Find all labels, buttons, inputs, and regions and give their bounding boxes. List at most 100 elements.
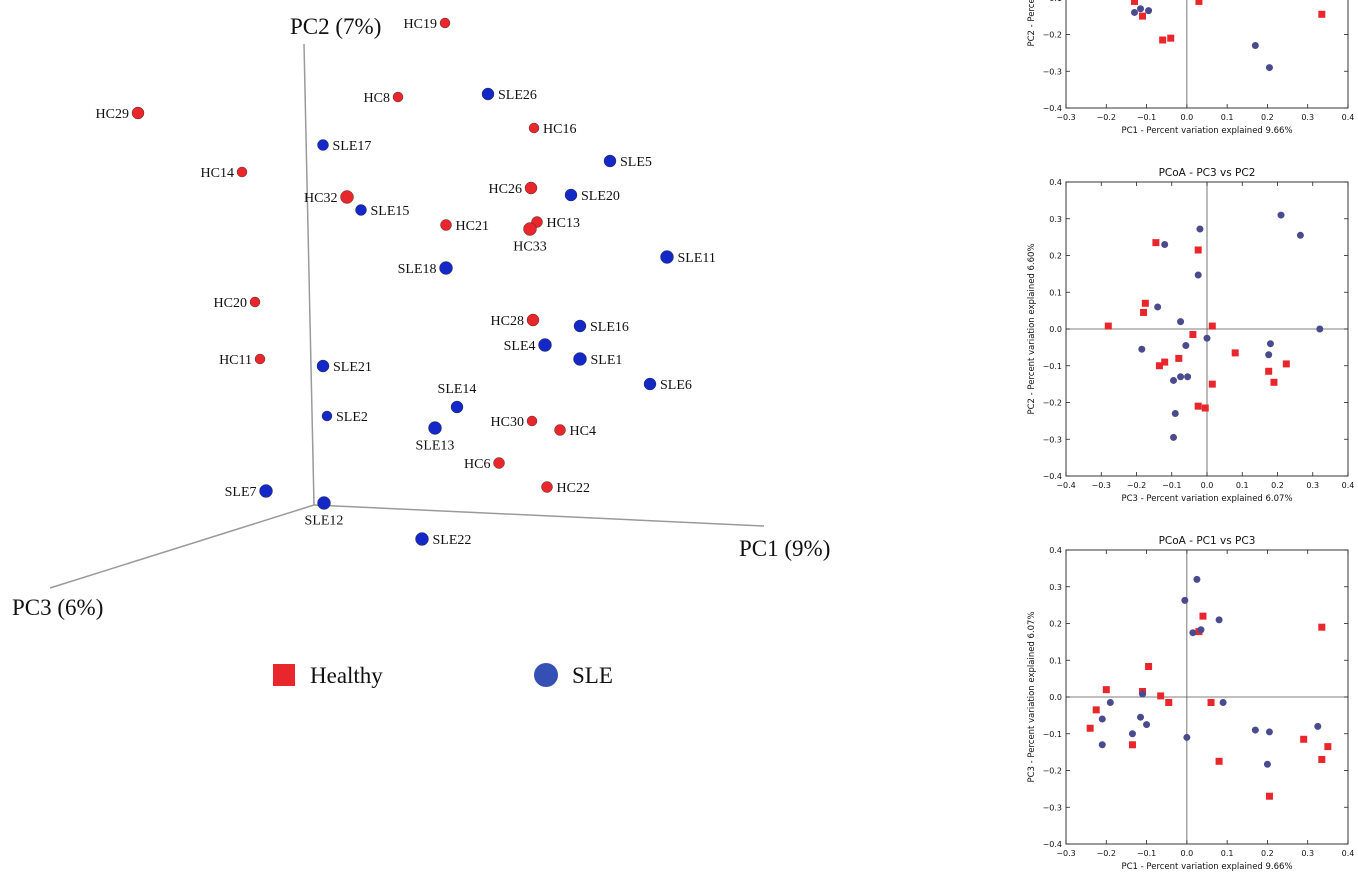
point-marker [660, 250, 674, 264]
pcoa-pc1-vs-pc3-chart: PCoA - PC1 vs PC3 −0.3 −0.2 −0.1 0.0 0.1 0.2 0.… [1027, 535, 1355, 872]
x-tick-label: −0.3 [1092, 481, 1111, 490]
x-tick-label: −0.2 [1097, 113, 1116, 122]
sle-point [1184, 373, 1192, 381]
sle-point [1138, 345, 1146, 353]
data-point: HC32 [304, 190, 354, 206]
point-label: HC13 [547, 216, 580, 231]
point-marker [236, 166, 248, 178]
pcoa-3d-plot: PC2 (7%) PC1 (9%) PC3 (6%) HC19 HC29 HC8 SL… [12, 14, 830, 688]
point-label: SLE14 [438, 382, 477, 397]
data-point: SLE7 [225, 484, 273, 500]
point-marker [493, 457, 505, 469]
point-marker [541, 481, 553, 493]
sle-point [1170, 433, 1178, 441]
point-marker [481, 87, 495, 101]
sle-point [1196, 225, 1204, 233]
x-tick-label: −0.3 [1056, 113, 1075, 122]
point-label: HC16 [543, 122, 576, 137]
data-point: HC33 [513, 222, 547, 255]
sle-point [1215, 616, 1223, 624]
point-label: SLE13 [416, 439, 455, 454]
data-point: SLE6 [643, 377, 692, 393]
data-point: SLE5 [603, 154, 652, 170]
data-point: HC6 [464, 457, 505, 472]
sle-point [1265, 351, 1273, 359]
point-marker [528, 122, 540, 134]
point-label: SLE11 [678, 251, 716, 266]
y-tick-label: −0.4 [1043, 472, 1062, 481]
healthy-point [1140, 308, 1148, 316]
point-marker [450, 400, 464, 414]
healthy-point [1195, 0, 1203, 5]
data-point: SLE15 [355, 204, 410, 219]
point-marker [316, 359, 330, 373]
sle-point [1183, 733, 1191, 741]
x-tick-label: −0.2 [1097, 849, 1116, 858]
data-point: SLE2 [321, 410, 368, 425]
healthy-point [1157, 692, 1165, 700]
x-tick-label: 0.0 [1180, 113, 1193, 122]
data-point: HC4 [554, 424, 596, 439]
data-point: HC8 [364, 91, 404, 106]
x-tick-label: 0.4 [1342, 849, 1355, 858]
point-marker [317, 139, 329, 151]
data-point: SLE22 [415, 532, 471, 548]
sle-point [1128, 730, 1136, 738]
data-point: HC11 [219, 353, 266, 368]
x-tick-label: −0.3 [1056, 849, 1075, 858]
sle-point [1098, 715, 1106, 723]
point-label: SLE12 [305, 514, 344, 529]
pcoa-3d-points: HC19 HC29 HC8 SLE26 HC16 SLE17 HC14 SLE5 HC26 SLE… [96, 17, 716, 548]
y-axis-label: PC2 - Percent variation explained 6.60% [1027, 243, 1037, 414]
sle-point [1181, 596, 1189, 604]
point-label: HC30 [491, 415, 524, 430]
point-label: SLE6 [660, 378, 692, 393]
point-marker [317, 496, 331, 510]
sle-point [1130, 8, 1138, 16]
data-point: HC22 [541, 481, 590, 496]
x-tick-label: 0.2 [1261, 849, 1274, 858]
healthy-point [1201, 404, 1209, 412]
data-point: SLE17 [317, 139, 371, 154]
sle-point [1194, 271, 1202, 279]
point-marker [249, 296, 261, 308]
pc2-axis-line [303, 43, 315, 506]
healthy-point [1300, 735, 1308, 743]
healthy-point [1161, 358, 1169, 366]
point-marker [340, 190, 354, 204]
healthy-point [1265, 792, 1273, 800]
point-label: SLE15 [371, 204, 410, 219]
pc2-axis-label: PC2 (7%) [290, 14, 381, 39]
y-tick-label: −0.3 [1043, 435, 1062, 444]
healthy-point [1139, 12, 1147, 20]
x-tick-label: −0.1 [1162, 481, 1181, 490]
healthy-point [1318, 623, 1326, 631]
y-tick-label: 0.3 [1049, 583, 1062, 592]
x-axis-label: PC3 - Percent variation explained 6.07% [1121, 494, 1292, 504]
point-label: HC19 [404, 17, 437, 32]
point-marker [538, 338, 552, 352]
x-axis-label: PC1 - Percent variation explained 9.66% [1121, 126, 1292, 136]
point-marker [526, 313, 540, 327]
y-tick-label: −0.2 [1043, 767, 1062, 776]
point-label: SLE7 [225, 485, 257, 500]
x-tick-label: 0.4 [1342, 481, 1355, 490]
point-label: SLE18 [398, 262, 437, 277]
point-marker [440, 219, 452, 231]
sle-point [1219, 699, 1227, 707]
sle-point [1296, 231, 1304, 239]
data-point: HC20 [214, 296, 261, 311]
plot-frame [1065, 0, 1349, 109]
sle-point [1177, 318, 1185, 326]
healthy-point [1167, 34, 1175, 42]
data-point: SLE4 [504, 338, 552, 354]
data-point: SLE11 [660, 250, 716, 266]
point-label: HC14 [201, 166, 234, 181]
pcoa-pc1-vs-pc2-chart: −0.3−0.2−0.10.00.10.20.30.4−0.4−0.3−0.2−… [1027, 0, 1354, 136]
healthy-point [1155, 362, 1163, 370]
x-tick-label: −0.4 [1056, 481, 1075, 490]
healthy-point [1130, 0, 1138, 5]
point-marker [564, 188, 578, 202]
x-tick-label: 0.0 [1201, 481, 1214, 490]
sle-point [1161, 240, 1169, 248]
